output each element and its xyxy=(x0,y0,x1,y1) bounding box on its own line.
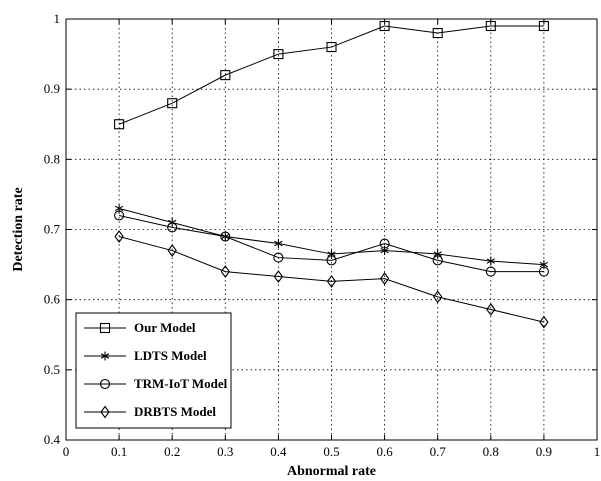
x-tick-label: 1 xyxy=(594,444,601,459)
series-line xyxy=(118,214,544,273)
axis-ticks: 0 0.1 0.2 0.3 0.4 0.5 0.6 0.7 0.8 0.9 1 0.4 0.5 0.6 0.… xyxy=(44,11,601,459)
grid xyxy=(66,19,597,440)
data-point xyxy=(273,49,284,60)
y-tick-label: 0.6 xyxy=(44,292,61,307)
y-tick-label: 0.8 xyxy=(44,151,60,166)
data-point xyxy=(114,119,125,130)
data-point xyxy=(220,70,231,81)
y-tick-label: 0.7 xyxy=(44,222,61,237)
legend: Our Model LDTS Model TRM-IoT Model DRBTS Mo… xyxy=(75,312,232,429)
legend-marker xyxy=(99,322,111,334)
series-line xyxy=(118,25,544,125)
legend-entry: DRBTS Model xyxy=(84,404,216,419)
legend-marker xyxy=(99,378,111,390)
series-drbts-model xyxy=(114,230,549,329)
data-point xyxy=(432,255,443,266)
data-point xyxy=(274,239,283,249)
legend-label: TRM-IoT Model xyxy=(134,376,228,391)
legend-marker xyxy=(100,351,110,361)
x-tick-label: 0.2 xyxy=(164,444,180,459)
data-point xyxy=(220,231,231,242)
data-point xyxy=(114,210,125,221)
y-tick-label: 1 xyxy=(54,11,61,26)
data-point xyxy=(486,303,496,316)
series-trm-iot-model xyxy=(114,210,549,277)
data-point xyxy=(326,255,337,266)
y-tick-label: 0.4 xyxy=(44,432,61,447)
data-point xyxy=(538,266,549,277)
legend-label: DRBTS Model xyxy=(134,404,216,419)
data-point xyxy=(486,256,495,266)
legend-entry: LDTS Model xyxy=(84,348,207,363)
y-axis-label: Detection rate xyxy=(11,187,26,271)
data-point xyxy=(114,230,124,243)
x-tick-label: 0 xyxy=(63,444,70,459)
data-point xyxy=(273,252,284,263)
data-point xyxy=(485,266,496,277)
y-tick-label: 0.5 xyxy=(44,362,60,377)
data-point xyxy=(167,98,178,109)
series-line xyxy=(118,236,545,323)
x-tick-label: 0.1 xyxy=(111,444,127,459)
x-tick-label: 0.8 xyxy=(483,444,499,459)
data-point xyxy=(433,249,442,259)
x-tick-label: 0.5 xyxy=(323,444,339,459)
legend-label: LDTS Model xyxy=(134,348,207,363)
legend-entry: Our Model xyxy=(84,320,196,335)
data-point xyxy=(167,222,178,233)
x-tick-label: 0.9 xyxy=(536,444,552,459)
x-tick-label: 0.6 xyxy=(376,444,393,459)
legend-entry: TRM-IoT Model xyxy=(84,376,228,391)
data-point xyxy=(433,290,443,304)
data-point xyxy=(539,315,549,329)
data-point xyxy=(432,27,443,39)
data-point xyxy=(326,274,337,288)
data-point xyxy=(273,270,284,283)
data-point xyxy=(327,249,336,259)
series-our-model xyxy=(114,20,549,130)
legend-marker xyxy=(100,405,110,419)
x-tick-label: 0.7 xyxy=(430,444,447,459)
data-point xyxy=(379,238,390,249)
series-layer xyxy=(114,20,549,329)
x-tick-label: 0.3 xyxy=(217,444,233,459)
data-point xyxy=(326,42,337,53)
data-point xyxy=(167,244,177,257)
data-point xyxy=(220,265,230,279)
x-tick-label: 0.4 xyxy=(270,444,287,459)
y-tick-label: 0.9 xyxy=(44,81,60,96)
data-point xyxy=(379,272,390,286)
x-axis-label: Abnormal rate xyxy=(287,464,376,479)
legend-label: Our Model xyxy=(134,320,196,335)
